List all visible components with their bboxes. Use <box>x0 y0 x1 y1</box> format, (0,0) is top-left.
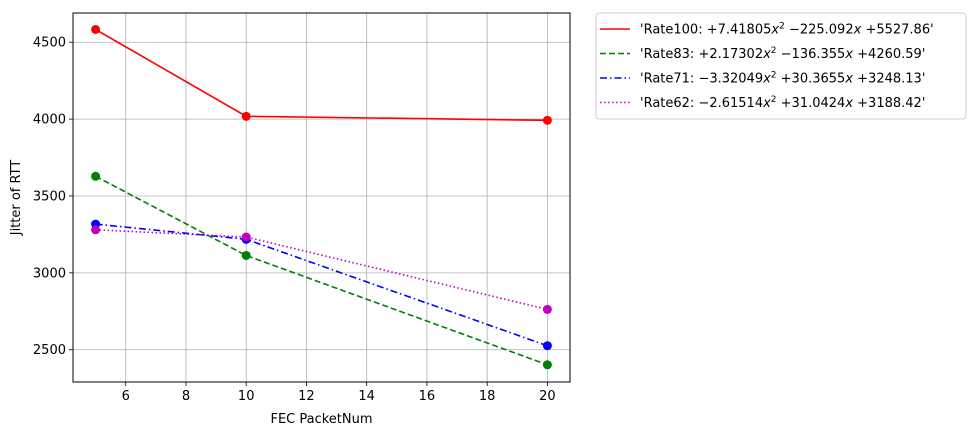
data-point <box>91 225 101 235</box>
data-point <box>542 341 552 351</box>
y-tick-label: 3000 <box>33 266 66 281</box>
series-1 <box>91 24 552 125</box>
x-axis-label: FEC PacketNum <box>270 412 372 427</box>
series-line <box>95 223 548 347</box>
x-tick-label: 14 <box>358 389 375 404</box>
series-4 <box>91 225 552 314</box>
plot-frame <box>72 12 571 383</box>
legend-entry: 'Rate83: +2.17302x2 −136.355x +4260.59' <box>640 46 925 62</box>
x-tick-label: 6 <box>122 389 130 404</box>
y-tick-label: 2500 <box>33 343 66 358</box>
series-line <box>95 228 548 311</box>
legend-entry: 'Rate100: +7.41805x2 −225.092x +5527.86' <box>640 22 934 38</box>
legend-entry: 'Rate71: −3.32049x2 +30.3655x +3248.13' <box>640 71 925 87</box>
data-point <box>241 111 251 121</box>
x-tick-label: 18 <box>479 389 496 404</box>
legend-box <box>595 12 967 120</box>
data-point <box>241 232 251 242</box>
x-tick-label: 20 <box>539 389 556 404</box>
legend-entry: 'Rate62: −2.61514x2 +31.0424x +3188.42' <box>640 95 925 111</box>
series-2 <box>91 171 552 370</box>
legend: 'Rate100: +7.41805x2 −225.092x +5527.86'… <box>595 12 967 120</box>
axis-ticks: 6 8 10 12 14 16 18 20 2500 3000 3500 4000 4500 <box>33 36 556 404</box>
y-tick-label: 4500 <box>33 36 66 51</box>
x-tick-label: 12 <box>298 389 315 404</box>
grid-lines <box>73 13 570 382</box>
data-point <box>542 115 552 125</box>
x-tick-label: 16 <box>419 389 436 404</box>
y-tick-label: 4000 <box>33 113 66 128</box>
data-point <box>542 360 552 370</box>
series-3 <box>91 219 552 351</box>
data-point <box>241 250 251 260</box>
series-line <box>95 28 548 122</box>
data-point <box>91 24 101 34</box>
data-point <box>542 304 552 314</box>
x-tick-label: 10 <box>238 389 255 404</box>
y-tick-label: 3500 <box>33 189 66 204</box>
series-group <box>91 24 552 370</box>
series-line <box>95 175 548 366</box>
data-point <box>91 171 101 181</box>
x-tick-label: 8 <box>182 389 190 404</box>
y-axis-label: Jitter of RTT <box>9 160 24 237</box>
